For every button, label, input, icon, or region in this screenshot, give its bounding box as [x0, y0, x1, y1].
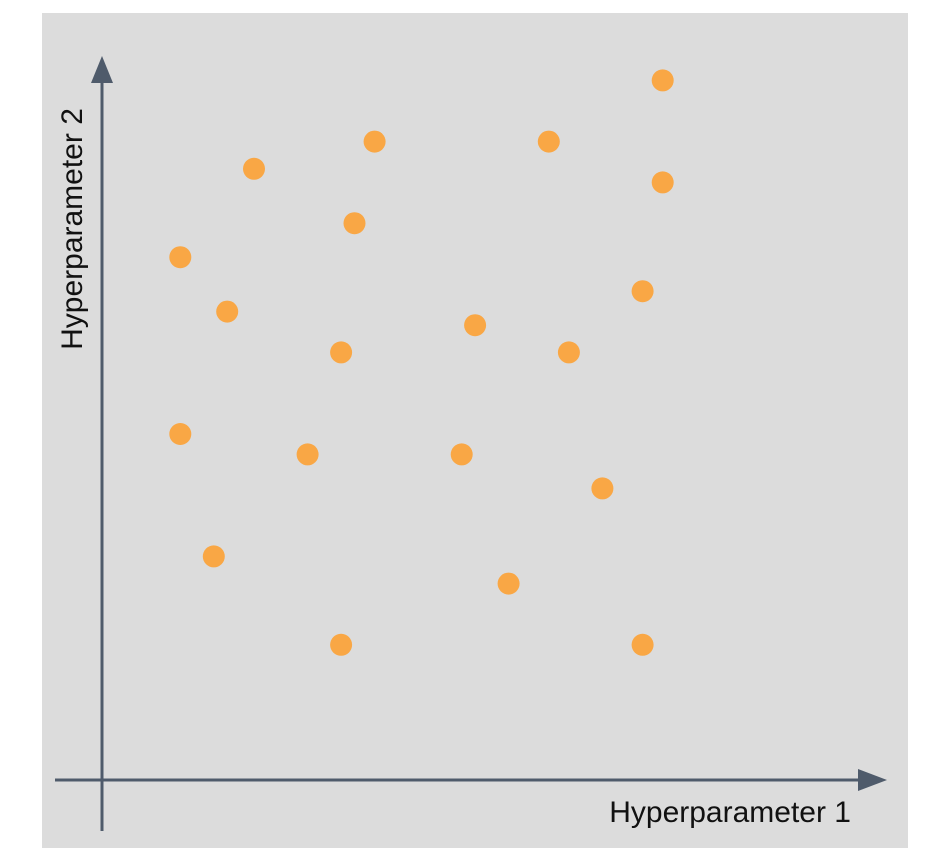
- data-point: [169, 423, 192, 445]
- data-point: [651, 69, 674, 92]
- data-point: [450, 443, 473, 466]
- data-points: [169, 69, 674, 656]
- data-point: [557, 341, 580, 364]
- data-point: [631, 280, 654, 303]
- data-point: [330, 341, 353, 364]
- data-point: [330, 633, 353, 656]
- y-axis-label: Hyperparameter 2: [56, 108, 89, 350]
- data-point: [363, 130, 386, 153]
- data-point: [591, 477, 614, 500]
- data-point: [343, 212, 366, 235]
- data-point: [169, 246, 192, 269]
- data-point: [202, 545, 225, 568]
- data-point: [651, 171, 674, 194]
- x-axis-label: Hyperparameter 1: [609, 796, 851, 829]
- data-point: [497, 572, 520, 595]
- data-point: [243, 157, 265, 180]
- data-point: [537, 130, 560, 153]
- data-point: [216, 300, 239, 323]
- data-point: [631, 633, 654, 656]
- data-point: [296, 443, 319, 466]
- data-point: [464, 314, 487, 337]
- y-axis-arrowhead: [91, 56, 113, 83]
- x-axis-arrowhead: [858, 769, 887, 791]
